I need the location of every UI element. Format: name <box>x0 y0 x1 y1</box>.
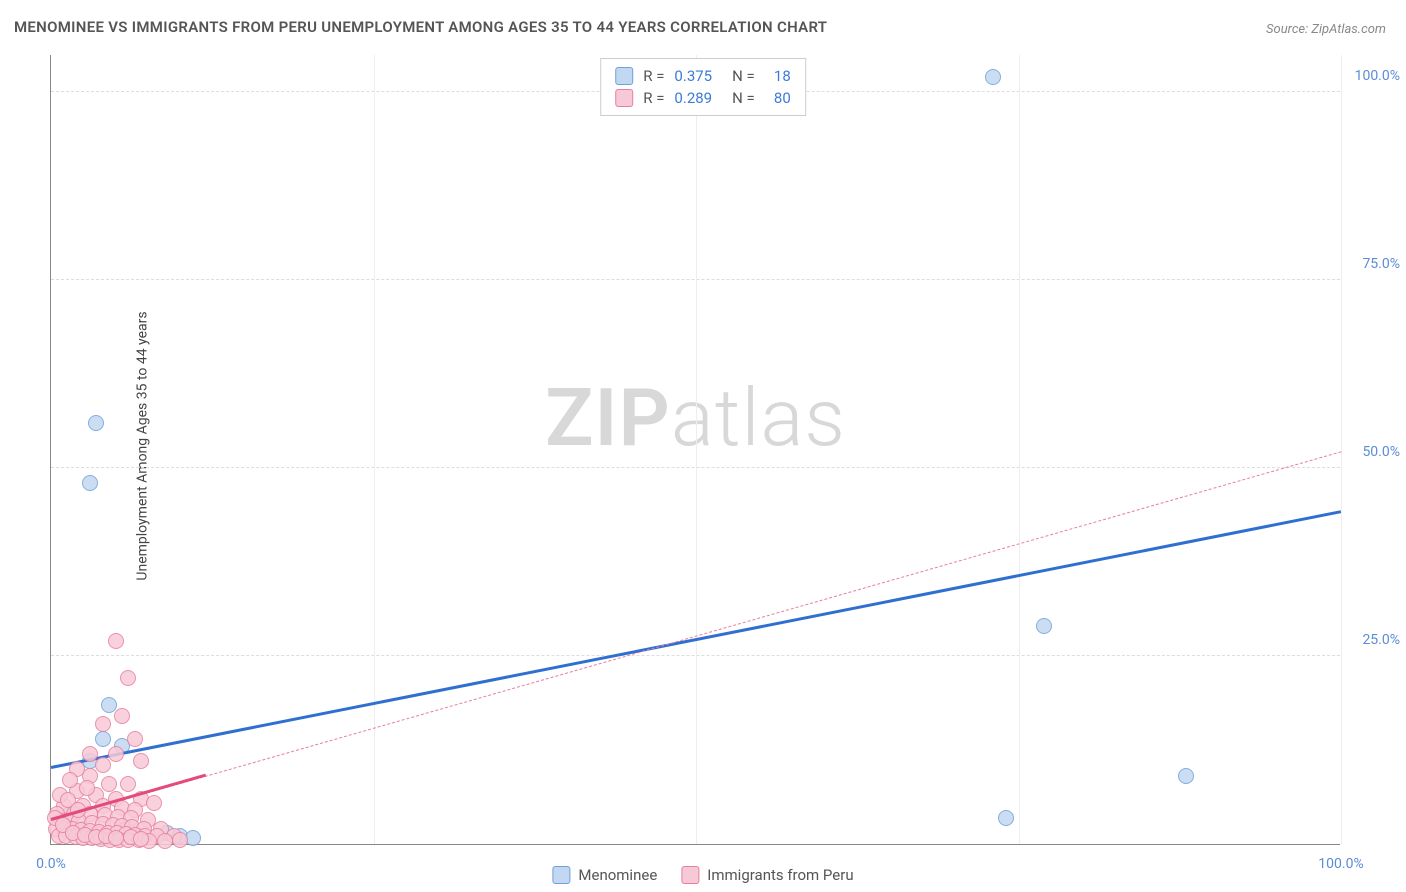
legend-stats-row: R = 0.375 N = 18 <box>615 65 791 87</box>
watermark-light: atlas <box>671 371 846 465</box>
legend-swatch <box>552 866 570 884</box>
data-point <box>1178 768 1194 784</box>
data-point <box>133 831 149 847</box>
data-point <box>62 772 78 788</box>
x-tick-label: 0.0% <box>36 856 66 872</box>
legend-series: Menominee Immigrants from Peru <box>552 866 853 884</box>
legend-n-value: 18 <box>765 67 791 85</box>
legend-n-label: N = <box>732 89 755 107</box>
data-point <box>108 633 124 649</box>
legend-swatch <box>615 89 633 107</box>
data-point <box>95 716 111 732</box>
legend-n-value: 80 <box>765 89 791 107</box>
data-point <box>133 753 149 769</box>
legend-series-label: Menominee <box>578 866 657 884</box>
legend-r-value: 0.289 <box>674 89 712 107</box>
y-tick-label: 50.0% <box>1345 444 1400 460</box>
data-point <box>88 415 104 431</box>
legend-r-label: R = <box>643 67 664 85</box>
legend-swatch <box>681 866 699 884</box>
legend-stats-row: R = 0.289 N = 80 <box>615 87 791 109</box>
legend-series-item: Menominee <box>552 866 657 884</box>
legend-series-label: Immigrants from Peru <box>707 866 853 884</box>
y-tick-label: 75.0% <box>1345 256 1400 272</box>
legend-swatch <box>615 67 633 85</box>
data-point <box>157 833 173 849</box>
data-point <box>114 708 130 724</box>
data-point <box>120 670 136 686</box>
source-label: Source: ZipAtlas.com <box>1266 22 1386 37</box>
legend-series-item: Immigrants from Peru <box>681 866 853 884</box>
data-point <box>120 776 136 792</box>
chart-title: MENOMINEE VS IMMIGRANTS FROM PERU UNEMPL… <box>14 18 827 36</box>
vgridline <box>374 55 375 844</box>
y-tick-label: 25.0% <box>1345 632 1400 648</box>
legend-r-label: R = <box>643 89 664 107</box>
data-point <box>998 810 1014 826</box>
vgridline <box>696 55 697 844</box>
data-point <box>82 475 98 491</box>
vgridline <box>1019 55 1020 844</box>
data-point <box>95 757 111 773</box>
data-point <box>1036 618 1052 634</box>
plot-area: ZIPatlas 25.0%50.0%75.0%100.0%0.0%100.0% <box>50 55 1340 845</box>
data-point <box>95 731 111 747</box>
data-point <box>108 830 124 846</box>
legend-stats: R = 0.375 N = 18 R = 0.289 N = 80 <box>600 58 806 116</box>
watermark-bold: ZIP <box>545 371 671 465</box>
data-point <box>79 780 95 796</box>
data-point <box>101 776 117 792</box>
legend-r-value: 0.375 <box>674 67 712 85</box>
legend-n-label: N = <box>732 67 755 85</box>
chart-container: MENOMINEE VS IMMIGRANTS FROM PERU UNEMPL… <box>0 0 1406 892</box>
data-point <box>108 746 124 762</box>
y-tick-label: 100.0% <box>1345 68 1400 84</box>
data-point <box>127 731 143 747</box>
data-point <box>146 795 162 811</box>
x-tick-label: 100.0% <box>1318 856 1363 872</box>
data-point <box>172 832 188 848</box>
vgridline <box>1341 55 1342 844</box>
data-point <box>985 69 1001 85</box>
